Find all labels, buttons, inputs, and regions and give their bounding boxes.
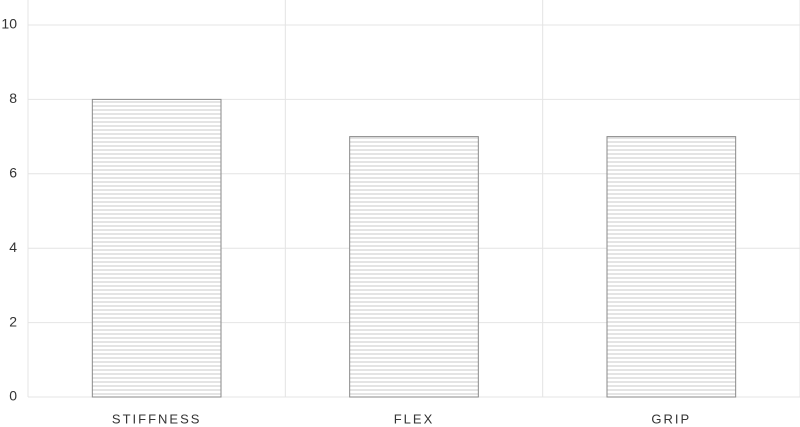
- y-tick-label: 10: [1, 16, 17, 32]
- y-tick-label: 4: [9, 239, 17, 255]
- bar: [606, 136, 737, 398]
- x-tick-label: FLEX: [394, 411, 435, 426]
- y-tick-label: 2: [9, 313, 17, 329]
- x-tick-label: STIFFNESS: [112, 411, 202, 426]
- bar: [91, 98, 222, 398]
- y-tick-label: 0: [9, 388, 17, 404]
- x-tick-label: GRIP: [651, 411, 691, 426]
- bar: [349, 136, 479, 398]
- y-tick-label: 6: [9, 165, 17, 181]
- y-tick-label: 8: [9, 90, 17, 106]
